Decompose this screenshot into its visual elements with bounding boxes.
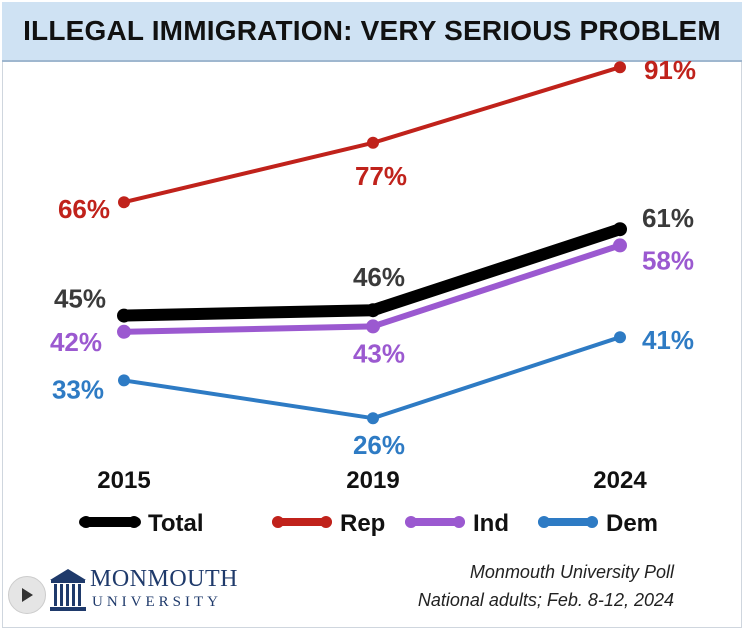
university-logo: MONMOUTH UNIVERSITY — [48, 566, 248, 618]
data-label-rep-2019: 77% — [355, 161, 407, 191]
data-label-ind-2019: 43% — [353, 338, 405, 368]
legend-marker-total — [128, 516, 140, 528]
data-label-rep-2015: 66% — [58, 194, 110, 224]
point-ind-2015 — [117, 324, 131, 339]
legend-marker-ind — [453, 516, 465, 528]
point-total-2024 — [613, 222, 627, 237]
data-label-total-2024: 61% — [642, 203, 694, 233]
data-label-ind-2024: 58% — [642, 245, 694, 275]
legend-marker-dem — [538, 516, 550, 528]
data-label-dem-2024: 41% — [642, 325, 694, 355]
point-total-2015 — [117, 308, 131, 323]
source-line-1: Monmouth University Poll — [469, 562, 674, 582]
legend-marker-rep — [272, 516, 284, 528]
legend-marker-dem — [586, 516, 598, 528]
play-icon — [22, 588, 33, 602]
legend-label-dem: Dem — [606, 510, 658, 537]
x-tick-label: 2015 — [97, 467, 150, 494]
building-icon — [50, 569, 86, 611]
data-label-ind-2015: 42% — [50, 327, 102, 357]
point-dem-2019 — [367, 412, 379, 425]
data-label-total-2015: 45% — [54, 284, 106, 314]
legend-marker-rep — [320, 516, 332, 528]
legend-marker-ind — [405, 516, 417, 528]
logo-text-bottom: UNIVERSITY — [92, 594, 222, 610]
legend-label-total: Total — [148, 510, 204, 537]
play-button[interactable] — [8, 576, 46, 614]
point-rep-2019 — [367, 136, 379, 149]
point-dem-2024 — [614, 331, 626, 344]
point-total-2019 — [366, 303, 380, 318]
chart-title: ILLEGAL IMMIGRATION: VERY SERIOUS PROBLE… — [23, 15, 721, 46]
point-ind-2024 — [613, 238, 627, 253]
x-tick-label: 2024 — [593, 467, 647, 494]
data-label-dem-2019: 26% — [353, 430, 405, 460]
point-ind-2019 — [366, 319, 380, 334]
legend-marker-total — [80, 516, 92, 528]
data-label-total-2019: 46% — [353, 262, 405, 292]
logo-text-top: MONMOUTH — [90, 566, 238, 592]
data-label-dem-2015: 33% — [52, 374, 104, 404]
legend-label-ind: Ind — [473, 510, 509, 537]
x-tick-label: 2019 — [346, 467, 399, 494]
source-line-2: National adults; Feb. 8-12, 2024 — [417, 590, 674, 610]
data-label-rep-2024: 91% — [644, 55, 696, 85]
legend-label-rep: Rep — [340, 510, 385, 537]
point-rep-2024 — [614, 61, 626, 74]
title-bar: ILLEGAL IMMIGRATION: VERY SERIOUS PROBLE… — [2, 2, 742, 62]
point-dem-2015 — [118, 374, 130, 387]
point-rep-2015 — [118, 196, 130, 209]
